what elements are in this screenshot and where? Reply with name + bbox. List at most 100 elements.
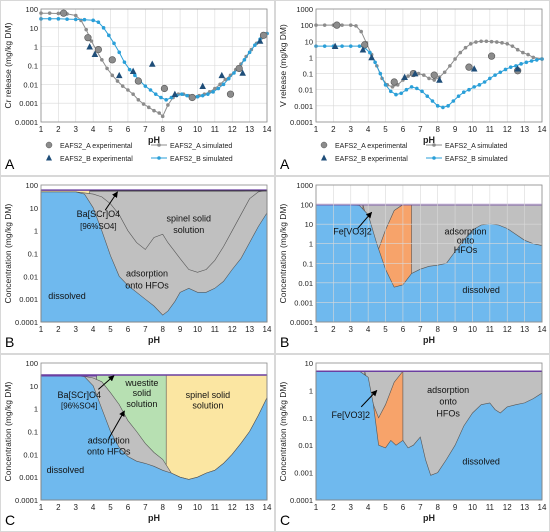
point-eafs2-b-simulated: [399, 91, 403, 96]
y-tick-label: 1000: [296, 181, 313, 190]
x-tick-label: 7: [143, 325, 148, 334]
y-tick-label: 100: [25, 359, 38, 368]
x-tick-label: 5: [383, 325, 388, 334]
point-eafs2-a-simulated: [432, 78, 437, 82]
point-eafs2-b-simulated: [425, 94, 430, 98]
panel-letter: A: [5, 156, 15, 172]
point-eafs2-a-experimental: [188, 93, 196, 102]
point-eafs2-a-experimental: [160, 84, 169, 93]
annotation-label: Fe[VO3]2: [333, 226, 372, 236]
x-tick-label: 12: [228, 125, 237, 134]
point-eafs2-a-experimental: [108, 56, 116, 64]
point-eafs2-a-simulated: [526, 52, 530, 57]
point-eafs2-a-experimental: [259, 31, 268, 39]
x-tick-label: 11: [486, 325, 495, 334]
annotation-label: Ba[SCr]O4: [77, 209, 121, 219]
y-tick-label: 0.1: [303, 70, 313, 79]
annotation-label: adsorption: [427, 385, 469, 395]
point-eafs2-b-simulated: [206, 92, 210, 96]
point-eafs2-b-experimental: [171, 90, 179, 97]
point-eafs2-a-simulated: [115, 79, 120, 83]
point-eafs2-a-experimental: [59, 9, 68, 17]
point-eafs2-b-simulated: [221, 82, 226, 87]
point-eafs2-a-simulated: [340, 23, 344, 27]
x-axis-title: pH: [423, 335, 435, 345]
point-eafs2-b-simulated: [472, 85, 476, 89]
x-tick-label: 5: [108, 503, 113, 512]
x-tick-label: 5: [108, 325, 113, 334]
point-eafs2-a-simulated: [47, 11, 52, 15]
x-tick-label: 6: [401, 125, 406, 134]
y-tick-label: 100: [300, 21, 313, 30]
y-tick-label: 0.1: [28, 428, 38, 437]
y-tick-label: 0.001: [19, 99, 38, 108]
x-tick-label: 2: [56, 503, 61, 512]
y-axis-title: Concentration (mg/kg DM): [3, 381, 13, 481]
panel-letter: A: [280, 156, 290, 172]
point-eafs2-a-simulated: [406, 74, 410, 78]
legend-label: EAFS2_B simulated: [445, 156, 508, 163]
x-axis-title: pH: [148, 513, 160, 523]
point-eafs2-b-simulated: [441, 105, 445, 110]
point-eafs2-b-simulated: [226, 76, 231, 81]
annotation-arrow: [357, 211, 373, 229]
annotation-label: [96%SO4]: [61, 402, 97, 411]
x-tick-label: 3: [74, 503, 79, 512]
y-axis-title: Concentration (mg/kg DM): [278, 381, 288, 481]
point-eafs2-b-experimental: [218, 71, 226, 79]
point-eafs2-b-simulated: [503, 67, 508, 72]
point-eafs2-b-simulated: [148, 88, 153, 92]
annotation-arrow: [104, 191, 118, 211]
point-eafs2-a-simulated: [146, 105, 151, 110]
legend-marker: [157, 156, 161, 160]
point-eafs2-a-simulated: [474, 40, 478, 44]
point-eafs2-a-simulated: [510, 44, 515, 48]
x-tick-label: 1: [314, 125, 319, 134]
x-tick-label: 1: [39, 125, 44, 134]
point-eafs2-a-simulated: [531, 55, 536, 60]
area-dissolved: [40, 375, 268, 501]
point-eafs2-a-simulated: [136, 98, 141, 102]
annotation-label: solution: [173, 225, 204, 235]
point-eafs2-b-simulated: [164, 98, 168, 102]
y-axis-title: Concentration (mg/kg DM): [3, 203, 13, 303]
annotation-arrow: [108, 410, 125, 439]
annotation-label: spinel solid: [186, 390, 231, 400]
y-tick-label: 0.1: [303, 259, 313, 268]
plot-frame: [40, 362, 268, 501]
point-eafs2-a-simulated: [213, 86, 217, 91]
x-tick-label: 13: [245, 503, 254, 512]
point-eafs2-b-experimental: [401, 73, 408, 80]
plot-frame: [315, 8, 543, 123]
plot-frame: [40, 8, 268, 123]
x-tick-label: 9: [178, 125, 183, 134]
plot-frame: [40, 184, 268, 323]
x-tick-label: 9: [178, 325, 183, 334]
legend-marker: [432, 156, 436, 160]
panel-v-release: 0.0001 0.001 0.01 0.1 1 10 100 1000 1 2 3 4 5 6 7 8 9 10 1…: [275, 0, 550, 176]
x-tick-label: 6: [401, 503, 406, 512]
point-eafs2-a-simulated: [160, 114, 165, 119]
point-eafs2-a-simulated: [110, 73, 115, 78]
point-eafs2-b-simulated: [112, 41, 116, 46]
legend-label: EAFS2_A simulated: [445, 143, 507, 150]
legend-marker: [320, 141, 328, 149]
point-eafs2-b-simulated: [232, 71, 236, 75]
panel-v-speciation-b: 0.0001 0.001 0.01 0.1 1 10 100 1000 1 2 3 4 5 6 7 8 9 10 1…: [275, 176, 550, 354]
legend-label: EAFS2_B experimental: [335, 156, 408, 163]
x-tick-label: 4: [91, 503, 96, 512]
x-tick-label: 8: [160, 325, 165, 334]
annotation-label: adsorption: [444, 226, 486, 236]
point-eafs2-b-simulated: [357, 44, 362, 48]
x-tick-label: 4: [366, 125, 371, 134]
point-eafs2-b-simulated: [127, 67, 132, 72]
point-eafs2-b-simulated: [461, 90, 466, 95]
x-tick-label: 12: [503, 125, 512, 134]
y-tick-label: 0.001: [294, 102, 313, 111]
y-tick-label: 0.01: [23, 272, 38, 281]
x-tick-label: 14: [263, 503, 272, 512]
x-tick-label: 1: [314, 325, 319, 334]
x-tick-label: 14: [538, 325, 547, 334]
